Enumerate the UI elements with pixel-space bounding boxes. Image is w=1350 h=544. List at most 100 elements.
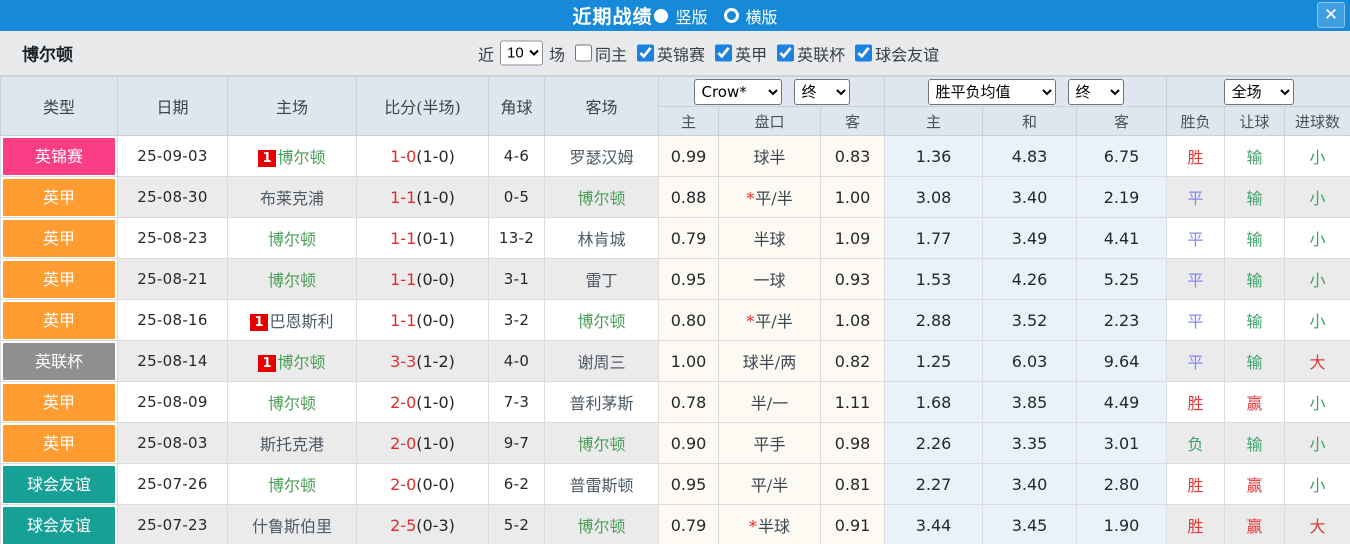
league-filter[interactable]: 英联杯: [767, 41, 845, 65]
vertical-radio-selected-icon[interactable]: [654, 8, 669, 23]
home-team-cell[interactable]: 博尔顿: [227, 463, 357, 505]
away-team-cell[interactable]: 普利茅斯: [544, 381, 659, 423]
mean-final-select[interactable]: 终: [1067, 78, 1124, 105]
horizontal-layout-radio-label[interactable]: 横版: [745, 7, 778, 27]
match-count-select[interactable]: 10: [500, 40, 544, 66]
away-team-name[interactable]: 博尔顿: [577, 517, 626, 536]
league-badge: 英甲: [3, 383, 115, 421]
league-type-cell: 英甲: [0, 217, 118, 259]
horizontal-radio-unselected-icon[interactable]: [723, 8, 739, 23]
league-badge: 英联杯: [3, 342, 115, 380]
away-team-name[interactable]: 林肯城: [577, 230, 626, 249]
league-filter-checkbox[interactable]: [777, 44, 795, 62]
mean-draw-cell: 3.40: [982, 463, 1078, 505]
home-team-cell[interactable]: 1 博尔顿: [227, 340, 357, 382]
mean-home-cell: 1.36: [884, 135, 984, 177]
home-team-name[interactable]: 博尔顿: [267, 394, 316, 413]
halftime-score: (1-0): [416, 146, 455, 166]
handicap-result-cell: 输: [1224, 258, 1286, 300]
league-filter[interactable]: 球会友谊: [845, 41, 939, 65]
home-team-name[interactable]: 巴恩斯利: [269, 312, 334, 331]
away-team-name[interactable]: 普雷斯顿: [569, 476, 634, 495]
home-team-name[interactable]: 博尔顿: [267, 476, 316, 495]
home-odds-cell: 1.00: [658, 340, 719, 382]
away-team-cell[interactable]: 林肯城: [544, 217, 659, 259]
subheader-mean-draw: 和: [982, 106, 1078, 136]
home-team-cell[interactable]: 博尔顿: [227, 217, 357, 259]
halftime-score: (0-0): [416, 269, 455, 289]
table-row: 英甲 25-08-21 博尔顿 1-1(0-0) 3-1 雷丁 0.95 一球 …: [0, 258, 1350, 300]
company-final-select[interactable]: 终: [793, 78, 850, 105]
table-row: 英联杯 25-08-14 1 博尔顿 3-3(1-2) 4-0 谢周三 1.00 …: [0, 340, 1350, 382]
away-team-name[interactable]: 雷丁: [585, 271, 618, 290]
score-cell: 1-1(0-0): [356, 258, 489, 300]
away-odds-cell: 1.11: [819, 381, 886, 423]
away-team-name[interactable]: 罗瑟汉姆: [569, 148, 634, 167]
league-filter[interactable]: 英甲: [705, 41, 767, 65]
date-cell: 25-08-30: [117, 176, 228, 218]
league-filter[interactable]: 英锦赛: [627, 41, 705, 65]
handicap-cell: 平/半: [718, 463, 821, 505]
home-odds-cell: 0.78: [658, 381, 719, 423]
home-team-cell[interactable]: 1 博尔顿: [227, 135, 357, 177]
mean-odds-select[interactable]: 胜平负均值: [927, 78, 1056, 105]
mean-home-cell: 1.77: [884, 217, 984, 259]
home-team-name[interactable]: 博尔顿: [277, 148, 326, 167]
home-team-name[interactable]: 什鲁斯伯里: [251, 517, 332, 536]
home-team-cell[interactable]: 布莱克浦: [227, 176, 357, 218]
odds-company-select[interactable]: Crow*: [693, 78, 782, 105]
away-team-cell[interactable]: 罗瑟汉姆: [544, 135, 659, 177]
away-team-name[interactable]: 谢周三: [577, 353, 626, 372]
fulltime-score: 2-0: [390, 433, 417, 453]
home-team-name[interactable]: 博尔顿: [277, 353, 326, 372]
league-filter-checkbox[interactable]: [715, 44, 733, 62]
corner-cell: 6-2: [488, 463, 545, 505]
away-team-cell[interactable]: 普雷斯顿: [544, 463, 659, 505]
close-icon[interactable]: ✕: [1317, 2, 1345, 28]
result-cell: 平: [1166, 176, 1226, 218]
league-filter-checkbox[interactable]: [637, 44, 655, 62]
home-team-name[interactable]: 斯托克港: [259, 435, 324, 454]
home-team-cell[interactable]: 斯托克港: [227, 422, 357, 464]
home-team-cell[interactable]: 1 巴恩斯利: [227, 299, 357, 341]
goals-result-cell: 小: [1284, 422, 1350, 464]
home-team-name[interactable]: 布莱克浦: [259, 189, 324, 208]
team-name-label: 博尔顿: [22, 45, 73, 66]
result-cell: 平: [1166, 258, 1226, 300]
halftime-score: (1-0): [416, 392, 455, 412]
star-icon: *: [746, 312, 755, 331]
away-team-name[interactable]: 博尔顿: [577, 189, 626, 208]
score-cell: 1-0(1-0): [356, 135, 489, 177]
away-team-cell[interactable]: 博尔顿: [544, 299, 659, 341]
league-filter-checkbox[interactable]: [855, 44, 873, 62]
away-team-cell[interactable]: 谢周三: [544, 340, 659, 382]
away-team-cell[interactable]: 雷丁: [544, 258, 659, 300]
away-odds-cell: 0.82: [819, 340, 886, 382]
vertical-layout-radio-label[interactable]: 竖版: [675, 7, 708, 27]
scope-select[interactable]: 全场: [1223, 78, 1294, 105]
league-badge: 英甲: [3, 424, 115, 462]
home-team-name[interactable]: 博尔顿: [267, 271, 316, 290]
away-team-cell[interactable]: 博尔顿: [544, 504, 659, 544]
mean-draw-cell: 6.03: [982, 340, 1078, 382]
away-team-cell[interactable]: 博尔顿: [544, 422, 659, 464]
same-home-checkbox[interactable]: [575, 44, 593, 62]
away-team-name[interactable]: 博尔顿: [577, 435, 626, 454]
home-team-cell[interactable]: 博尔顿: [227, 381, 357, 423]
score-cell: 1-1(0-0): [356, 299, 489, 341]
home-team-cell[interactable]: 博尔顿: [227, 258, 357, 300]
mean-away-cell: 4.41: [1076, 217, 1168, 259]
recent-results-table: 类型 日期 主场 比分(半场) 角球 客场 Crow* 终 胜平负均值 终 全场: [0, 76, 1350, 544]
away-team-name[interactable]: 博尔顿: [577, 312, 626, 331]
table-row: 球会友谊 25-07-26 博尔顿 2-0(0-0) 6-2 普雷斯顿 0.95…: [0, 463, 1350, 505]
goals-result-cell: 小: [1284, 299, 1350, 341]
league-badge: 球会友谊: [3, 506, 115, 544]
home-team-name[interactable]: 博尔顿: [267, 230, 316, 249]
date-cell: 25-07-26: [117, 463, 228, 505]
away-team-name[interactable]: 普利茅斯: [569, 394, 634, 413]
corner-cell: 3-1: [488, 258, 545, 300]
home-odds-cell: 0.80: [658, 299, 719, 341]
dialog-titlebar: 近期战绩 竖版 横版 ✕: [0, 0, 1350, 31]
home-team-cell[interactable]: 什鲁斯伯里: [227, 504, 357, 544]
away-team-cell[interactable]: 博尔顿: [544, 176, 659, 218]
